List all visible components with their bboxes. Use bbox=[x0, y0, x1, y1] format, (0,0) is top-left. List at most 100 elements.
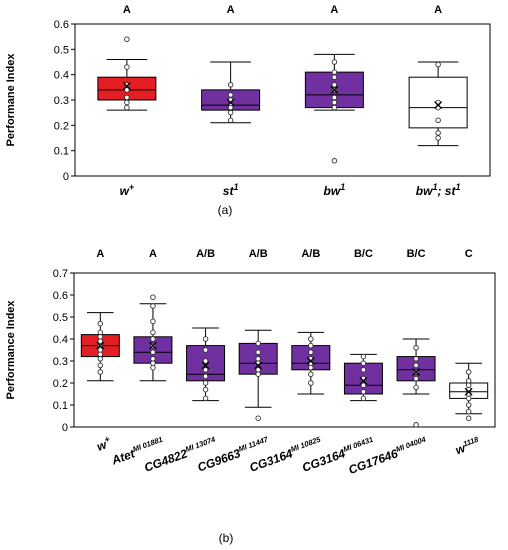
data-point bbox=[124, 36, 130, 42]
data-point bbox=[150, 329, 156, 336]
x-tick-label-main: w bbox=[120, 184, 130, 198]
data-point bbox=[97, 347, 104, 353]
x-tick-label-superscript: + bbox=[129, 182, 135, 192]
mean-marker-stroke bbox=[306, 357, 315, 365]
data-point bbox=[413, 375, 419, 382]
x-tick-label-superscript: 1118 bbox=[462, 434, 480, 448]
data-point bbox=[413, 345, 419, 351]
data-point bbox=[150, 294, 156, 300]
data-point bbox=[331, 104, 338, 111]
x-tick-label-superscript: MI 04004 bbox=[395, 434, 428, 453]
data-point bbox=[124, 82, 130, 88]
data-point bbox=[97, 351, 104, 358]
significance-label: A bbox=[96, 248, 104, 260]
x-tick-label: st1 bbox=[223, 182, 239, 198]
data-point bbox=[255, 340, 261, 347]
mean-marker bbox=[122, 82, 131, 91]
data-point bbox=[331, 94, 338, 101]
y-tick-label: 0.4 bbox=[54, 70, 69, 82]
data-point bbox=[202, 367, 209, 373]
x-tick-label-superscript: 1 bbox=[233, 182, 238, 192]
data-point bbox=[255, 367, 261, 373]
mean-marker bbox=[226, 98, 235, 107]
x-tick-label-superscript: MI 10825 bbox=[289, 434, 322, 453]
x-tick-label-main: st bbox=[223, 184, 235, 198]
data-point bbox=[97, 369, 104, 375]
data-point bbox=[413, 362, 419, 369]
x-tick-label-main: ; st bbox=[437, 184, 456, 198]
data-point bbox=[360, 360, 367, 366]
y-tick-label: 0.4 bbox=[53, 334, 68, 346]
mean-marker-stroke bbox=[148, 341, 157, 350]
x-tick-label-main: bw bbox=[416, 184, 433, 198]
data-point bbox=[97, 338, 104, 344]
mean-marker-stroke bbox=[359, 376, 368, 385]
data-point bbox=[331, 158, 338, 164]
data-point bbox=[150, 360, 156, 366]
data-point bbox=[413, 384, 419, 391]
data-point bbox=[202, 386, 209, 393]
x-tick-label-superscript: MI 06431 bbox=[342, 435, 374, 454]
data-point bbox=[202, 358, 209, 364]
data-point bbox=[255, 371, 261, 377]
significance-label: B/C bbox=[354, 248, 373, 260]
data-point bbox=[124, 64, 130, 70]
y-tick-label: 0.2 bbox=[53, 378, 68, 390]
data-point bbox=[255, 415, 261, 421]
data-point bbox=[227, 104, 234, 111]
significance-label: A bbox=[123, 4, 131, 16]
data-point bbox=[202, 373, 209, 380]
mean-marker bbox=[464, 387, 473, 396]
data-point bbox=[465, 378, 472, 384]
data-point bbox=[150, 318, 156, 325]
x-tick-label-superscript: MI 13074 bbox=[184, 434, 217, 453]
significance-label: A/B bbox=[249, 248, 268, 260]
mean-marker-stroke bbox=[412, 368, 421, 376]
data-point bbox=[97, 329, 104, 336]
x-tick-label-superscript: 1 bbox=[340, 182, 345, 192]
panel-label: (a) bbox=[218, 203, 233, 217]
data-point bbox=[331, 82, 338, 88]
data-point bbox=[435, 61, 441, 68]
x-tick-label-main: CG9663 bbox=[196, 446, 243, 475]
x-tick-label-main: CG17646 bbox=[347, 446, 400, 477]
data-point bbox=[360, 353, 367, 360]
x-tick-label: w+ bbox=[94, 434, 114, 454]
significance-label: A bbox=[330, 4, 338, 16]
y-tick-label: 0.5 bbox=[53, 312, 68, 324]
significance-label: C bbox=[465, 248, 473, 260]
data-point bbox=[97, 356, 104, 362]
x-tick-label: w+ bbox=[120, 182, 135, 198]
significance-label: A/B bbox=[196, 248, 215, 260]
x-tick-label-superscript: 1 bbox=[455, 182, 460, 192]
mean-marker bbox=[359, 376, 368, 385]
data-point bbox=[202, 336, 209, 342]
x-tick-label-main: CG4822 bbox=[142, 446, 189, 475]
data-point bbox=[465, 402, 472, 408]
data-point bbox=[97, 320, 104, 327]
data-point bbox=[150, 356, 156, 362]
box-group: Aw+ bbox=[97, 4, 157, 198]
data-point bbox=[124, 87, 130, 93]
data-point bbox=[360, 389, 367, 395]
data-point bbox=[331, 69, 338, 75]
panel-label: (b) bbox=[219, 531, 234, 545]
data-point bbox=[465, 369, 472, 375]
data-point bbox=[308, 380, 314, 386]
data-point bbox=[308, 371, 314, 377]
data-point bbox=[413, 356, 419, 362]
data-point bbox=[150, 349, 156, 355]
box-group: B/C CG17646MI 04004 bbox=[347, 248, 436, 477]
y-tick-label: 0.6 bbox=[53, 290, 68, 302]
mean-marker-stroke bbox=[464, 387, 473, 396]
mean-marker bbox=[201, 361, 210, 370]
data-point bbox=[435, 117, 441, 124]
mean-marker bbox=[330, 85, 339, 94]
significance-label: A/B bbox=[301, 248, 320, 260]
data-point bbox=[360, 395, 367, 402]
